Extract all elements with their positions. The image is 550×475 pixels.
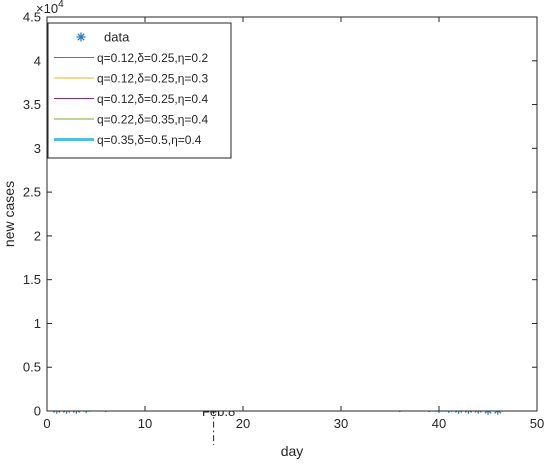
legend-marker-data — [76, 32, 86, 42]
legend-label: q=0.12,δ=0.25,η=0.2 — [97, 51, 208, 65]
y-tick-label: 3 — [34, 141, 41, 156]
y-tick-label: 1.5 — [23, 272, 41, 287]
x-tick-label: 50 — [530, 416, 544, 431]
y-tick-label: 4.5 — [23, 10, 41, 25]
y-tick-label: 2 — [34, 228, 41, 243]
y-exponent-label: ×104 — [36, 0, 64, 16]
x-tick-label: 10 — [138, 416, 152, 431]
y-axis-label: new cases — [1, 181, 17, 247]
x-tick-label: 40 — [432, 416, 446, 431]
x-tick-label: 20 — [236, 416, 250, 431]
y-tick-label: 3.5 — [23, 97, 41, 112]
y-tick-label: 0 — [34, 404, 41, 419]
legend-label: q=0.12,δ=0.25,η=0.4 — [97, 92, 208, 106]
legend: data q=0.12,δ=0.25,η=0.2 q=0.12,δ=0.25,η=0… — [47, 22, 232, 159]
legend-label: data — [104, 30, 130, 45]
y-tick-label: 0.5 — [23, 360, 41, 375]
x-tick-label: 30 — [334, 416, 348, 431]
y-tick-label: 2.5 — [23, 185, 41, 200]
legend-box — [47, 22, 232, 159]
y-tick-label: 4 — [34, 53, 41, 68]
legend-label: q=0.12,δ=0.25,η=0.3 — [97, 72, 208, 86]
y-tick-label: 1 — [34, 316, 41, 331]
legend-label: q=0.22,δ=0.35,η=0.4 — [97, 113, 208, 127]
x-axis-label: day — [281, 443, 304, 459]
x-tick-label: 0 — [43, 416, 50, 431]
y-exponent-base: ×10 — [36, 1, 58, 16]
legend-label: q=0.35,δ=0.5,η=0.4 — [97, 133, 202, 147]
y-exponent-power: 4 — [58, 0, 64, 10]
